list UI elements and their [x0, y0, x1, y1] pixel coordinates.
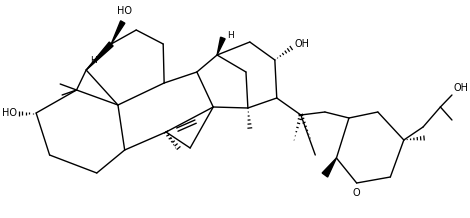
Polygon shape — [217, 37, 225, 55]
Polygon shape — [111, 21, 125, 44]
Text: OH: OH — [454, 83, 469, 93]
Text: H: H — [91, 56, 97, 65]
Text: HO: HO — [2, 108, 17, 118]
Text: O: O — [353, 188, 360, 198]
Text: H: H — [227, 31, 234, 40]
Polygon shape — [322, 158, 337, 177]
Text: OH: OH — [294, 39, 309, 49]
Text: HO: HO — [117, 6, 132, 16]
Polygon shape — [86, 42, 113, 70]
